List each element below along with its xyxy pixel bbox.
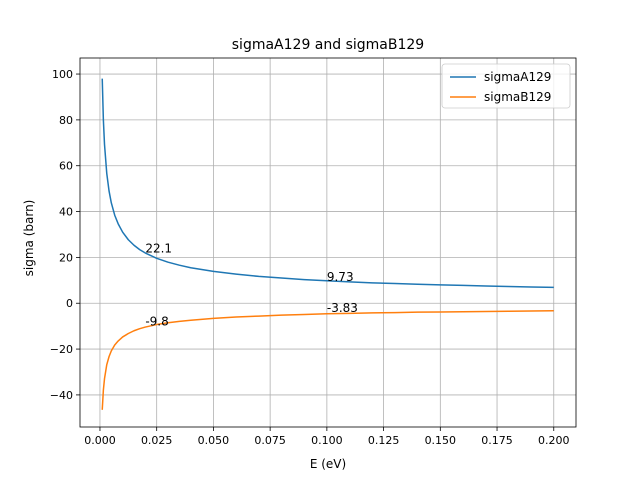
x-tick-label: 0.175: [481, 434, 513, 447]
chart-title: sigmaA129 and sigmaB129: [232, 37, 424, 53]
annotation-label: 22.1: [145, 242, 172, 256]
y-tick-label: 20: [59, 251, 73, 264]
y-tick-label: −20: [50, 343, 73, 356]
x-tick-label: 0.025: [141, 434, 173, 447]
x-tick-label: 0.050: [198, 434, 230, 447]
x-tick-label: 0.100: [311, 434, 343, 447]
grid: [80, 58, 576, 427]
y-tick-label: 60: [59, 160, 73, 173]
y-tick-label: −40: [50, 389, 73, 402]
legend-label: sigmaB129: [484, 90, 551, 104]
annotations: 22.1 9.73 -9.8 -3.83: [145, 242, 358, 329]
series-layer: [101, 78, 554, 410]
y-axis-label: sigma (barn): [22, 200, 36, 277]
y-tick-label: 100: [52, 68, 73, 81]
series-line-sigmaA129: [101, 78, 554, 289]
y-tick-label: 0: [66, 297, 73, 310]
x-tick-label: 0.125: [368, 434, 400, 447]
x-tick-label: 0.200: [538, 434, 570, 447]
annotation-label: 9.73: [327, 270, 354, 284]
x-tick-label: 0.150: [425, 434, 457, 447]
plot-frame: [79, 57, 577, 428]
annotation-label: -9.8: [145, 315, 168, 329]
annotation-label: -3.83: [327, 301, 358, 315]
legend: sigmaA129 sigmaB129: [441, 63, 571, 109]
legend-label: sigmaA129: [484, 70, 551, 84]
x-tick-label: 0.000: [84, 434, 116, 447]
series-line-sigmaB129: [101, 310, 554, 410]
y-tick-label: 40: [59, 206, 73, 219]
x-tick-label: 0.075: [254, 434, 286, 447]
ticks: 0.000 0.025 0.050 0.075 0.100 0.125 0.150 0.175…: [50, 68, 570, 447]
y-tick-label: 80: [59, 114, 73, 127]
x-axis-label: E (eV): [310, 457, 346, 471]
